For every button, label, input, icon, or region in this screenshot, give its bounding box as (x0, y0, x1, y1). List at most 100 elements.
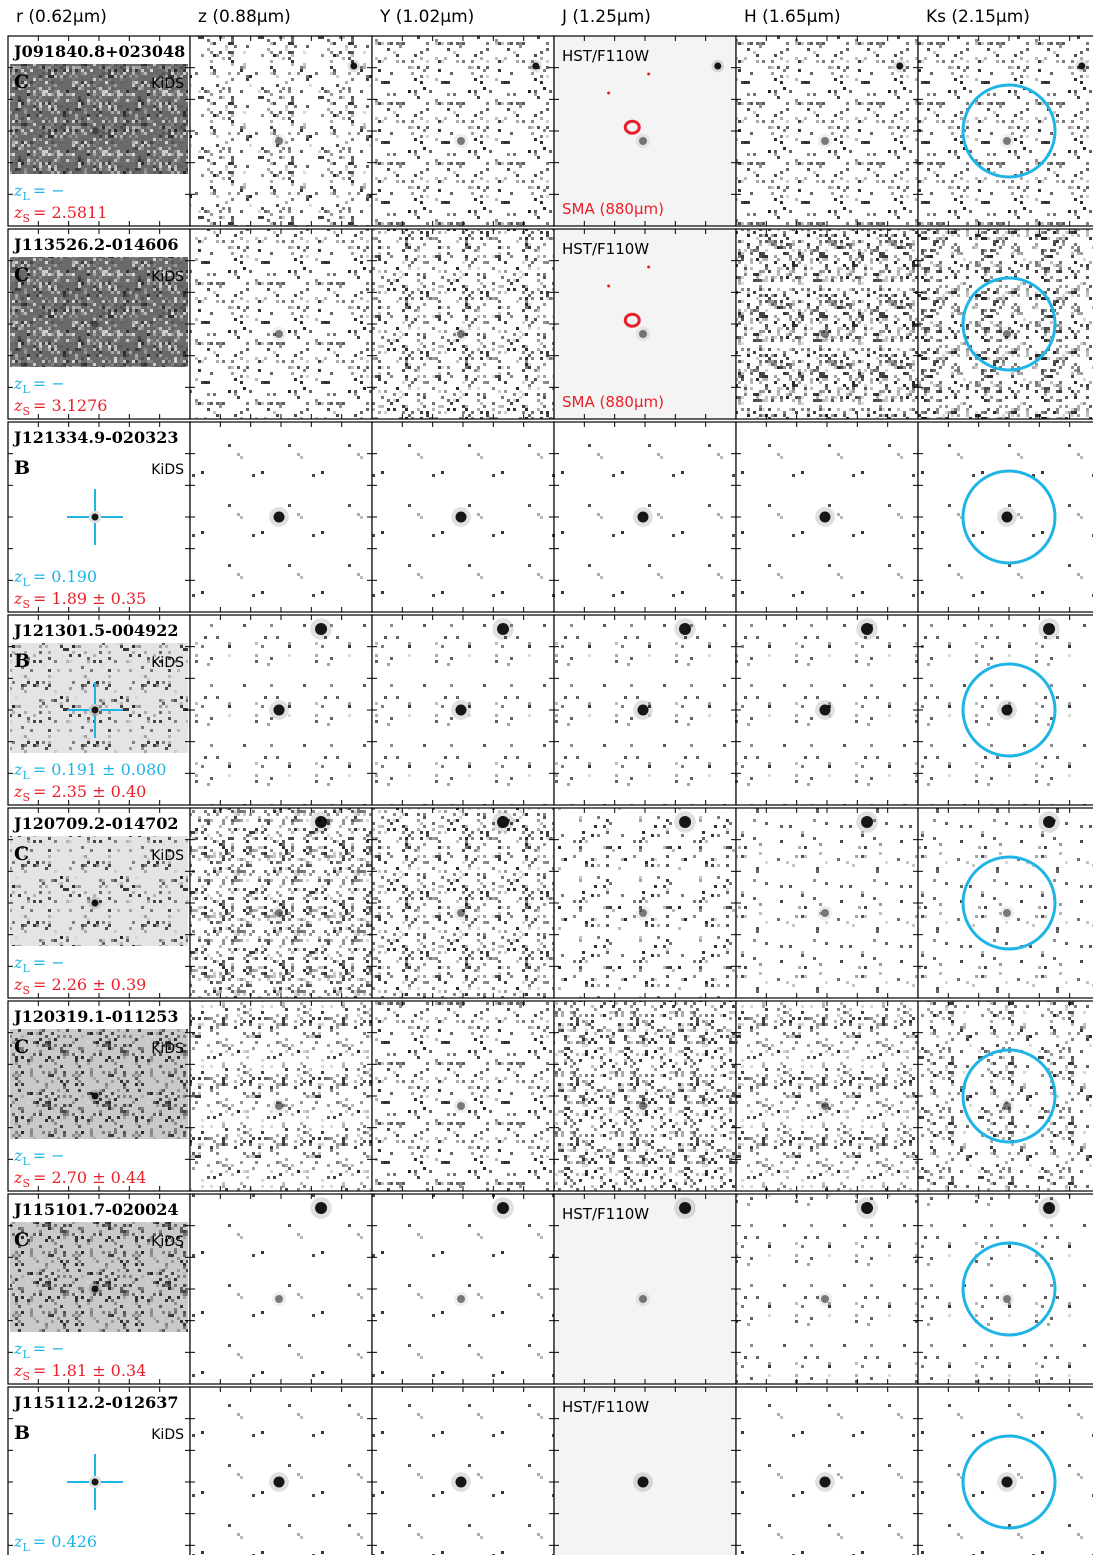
kids-r-band-panel: J120709.2-014702 C KiDS zL = −zS = 2.26 ± 0.3… (7, 807, 191, 999)
column-header-ks: Ks (2.15μm) (926, 7, 1030, 27)
source-blob-halo (999, 1291, 1015, 1307)
source-blob-halo (817, 326, 833, 342)
cutout-panel-h (735, 614, 919, 806)
cutout-panel-h (735, 1193, 919, 1385)
kids-label: KiDS (151, 655, 184, 671)
cutout-panel-z (189, 614, 373, 806)
source-blob-halo (271, 1098, 287, 1114)
source-blob (1043, 1202, 1056, 1214)
source-blob (497, 623, 510, 635)
lens-redshift: zL = − (13, 374, 65, 396)
source-blob-halo (88, 317, 102, 331)
kids-label: KiDS (151, 269, 184, 285)
source-blob-halo (453, 1098, 469, 1114)
candidate-grade: C (14, 264, 29, 286)
source-blob (455, 704, 467, 716)
candidate-name: J115101.7-020024 (12, 1200, 179, 1219)
sma-contour (623, 119, 641, 135)
source-redshift: zS = 2.26 ± 0.39 (13, 975, 146, 997)
candidate-row: J113526.2-014606 C KiDS zL = −zS = 3.1276 HST/… (7, 228, 1093, 420)
lens-redshift: zL = − (13, 181, 65, 203)
source-redshift: zS = 2.70 ± 0.44 (13, 1168, 146, 1190)
aperture-circle-icon (961, 469, 1057, 565)
aperture-circle-icon (961, 1434, 1057, 1530)
kids-image (10, 450, 188, 560)
cutout-panel-z (189, 228, 373, 420)
source-blob-halo (635, 905, 651, 921)
cutout-panel-y (371, 1000, 555, 1192)
hst-label: HST/F110W (562, 240, 649, 258)
source-blob (1001, 511, 1013, 523)
source-blob (91, 706, 99, 714)
source-blob (861, 1202, 874, 1214)
source-blob (821, 137, 829, 145)
cutout-panel-j (553, 1000, 737, 1192)
source-blob (639, 1295, 647, 1303)
cutout-panel-h (735, 228, 919, 420)
source-blob-halo (453, 326, 469, 342)
kids-r-band-panel: J120319.1-011253 C KiDS zL = −zS = 2.70 ± 0.4… (7, 1000, 191, 1192)
cutout-panel-j: HST/F110W SMA (880μm) (553, 228, 737, 420)
lens-crosshair-icon (67, 1454, 123, 1510)
lens-redshift: zL = − (13, 1339, 65, 1361)
source-blob (679, 623, 692, 635)
aperture-circle-icon (961, 276, 1057, 372)
source-blob-halo (635, 1098, 651, 1114)
source-blob (821, 1102, 829, 1110)
candidate-row: J120319.1-011253 C KiDS zL = −zS = 2.70 ± 0.4… (7, 1000, 1093, 1192)
source-blob-halo (271, 133, 287, 149)
cutout-panel-ks (917, 35, 1093, 227)
source-blob (1003, 909, 1011, 917)
sma-contour (607, 284, 611, 288)
source-blob-halo (88, 124, 102, 138)
source-blob-halo (635, 133, 651, 149)
cutout-panel-z (189, 1000, 373, 1192)
cutout-panel-ks (917, 614, 1093, 806)
source-blob (1078, 62, 1086, 70)
source-blob (1003, 1295, 1011, 1303)
candidate-grade: C (14, 1036, 29, 1058)
source-blob (275, 909, 283, 917)
candidate-row: J121301.5-004922 B KiDS zL = 0.191 ± 0.080zS… (7, 614, 1093, 806)
source-blob-halo (817, 1098, 833, 1114)
aperture-circle-icon (961, 1048, 1057, 1144)
aperture-circle-icon (961, 855, 1057, 951)
cutout-panel-j (553, 614, 737, 806)
source-blob (275, 330, 283, 338)
sma-contour (647, 72, 651, 76)
source-blob (861, 816, 874, 828)
cutout-panel-ks (917, 228, 1093, 420)
source-blob (457, 330, 465, 338)
cutout-panel-z (189, 1193, 373, 1385)
source-blob (315, 623, 328, 635)
cutout-panel-z (189, 1386, 373, 1555)
source-blob-halo (635, 326, 651, 342)
source-blob (821, 1295, 829, 1303)
source-blob (679, 816, 692, 828)
source-redshift: zS = 3.1276 (13, 396, 107, 418)
source-blob (275, 1295, 283, 1303)
cutout-panel-ks (917, 1386, 1093, 1555)
candidate-grade: C (14, 71, 29, 93)
candidate-grade: B (14, 650, 30, 672)
kids-label: KiDS (151, 76, 184, 92)
cutout-panel-h (735, 1000, 919, 1192)
source-blob-halo (271, 326, 287, 342)
source-blob (91, 899, 99, 907)
cutout-panel-y (371, 614, 555, 806)
lens-redshift: zL = 0.191 ± 0.080 (13, 760, 166, 782)
kids-r-band-panel: J091840.8+023048 C KiDS zL = −zS = 2.5811 (7, 35, 191, 227)
source-blob (497, 1202, 510, 1214)
source-blob-halo (453, 133, 469, 149)
cutout-panel-z (189, 807, 373, 999)
cutout-panel-j (553, 807, 737, 999)
kids-image (10, 643, 188, 753)
source-blob-halo (817, 905, 833, 921)
source-blob (275, 1102, 283, 1110)
candidate-row: J115101.7-020024 C KiDS zL = −zS = 1.81 ± 0.3… (7, 1193, 1093, 1385)
kids-image (10, 836, 188, 946)
source-blob-halo (635, 1291, 651, 1307)
cutout-panel-j: HST/F110W (553, 1193, 737, 1385)
